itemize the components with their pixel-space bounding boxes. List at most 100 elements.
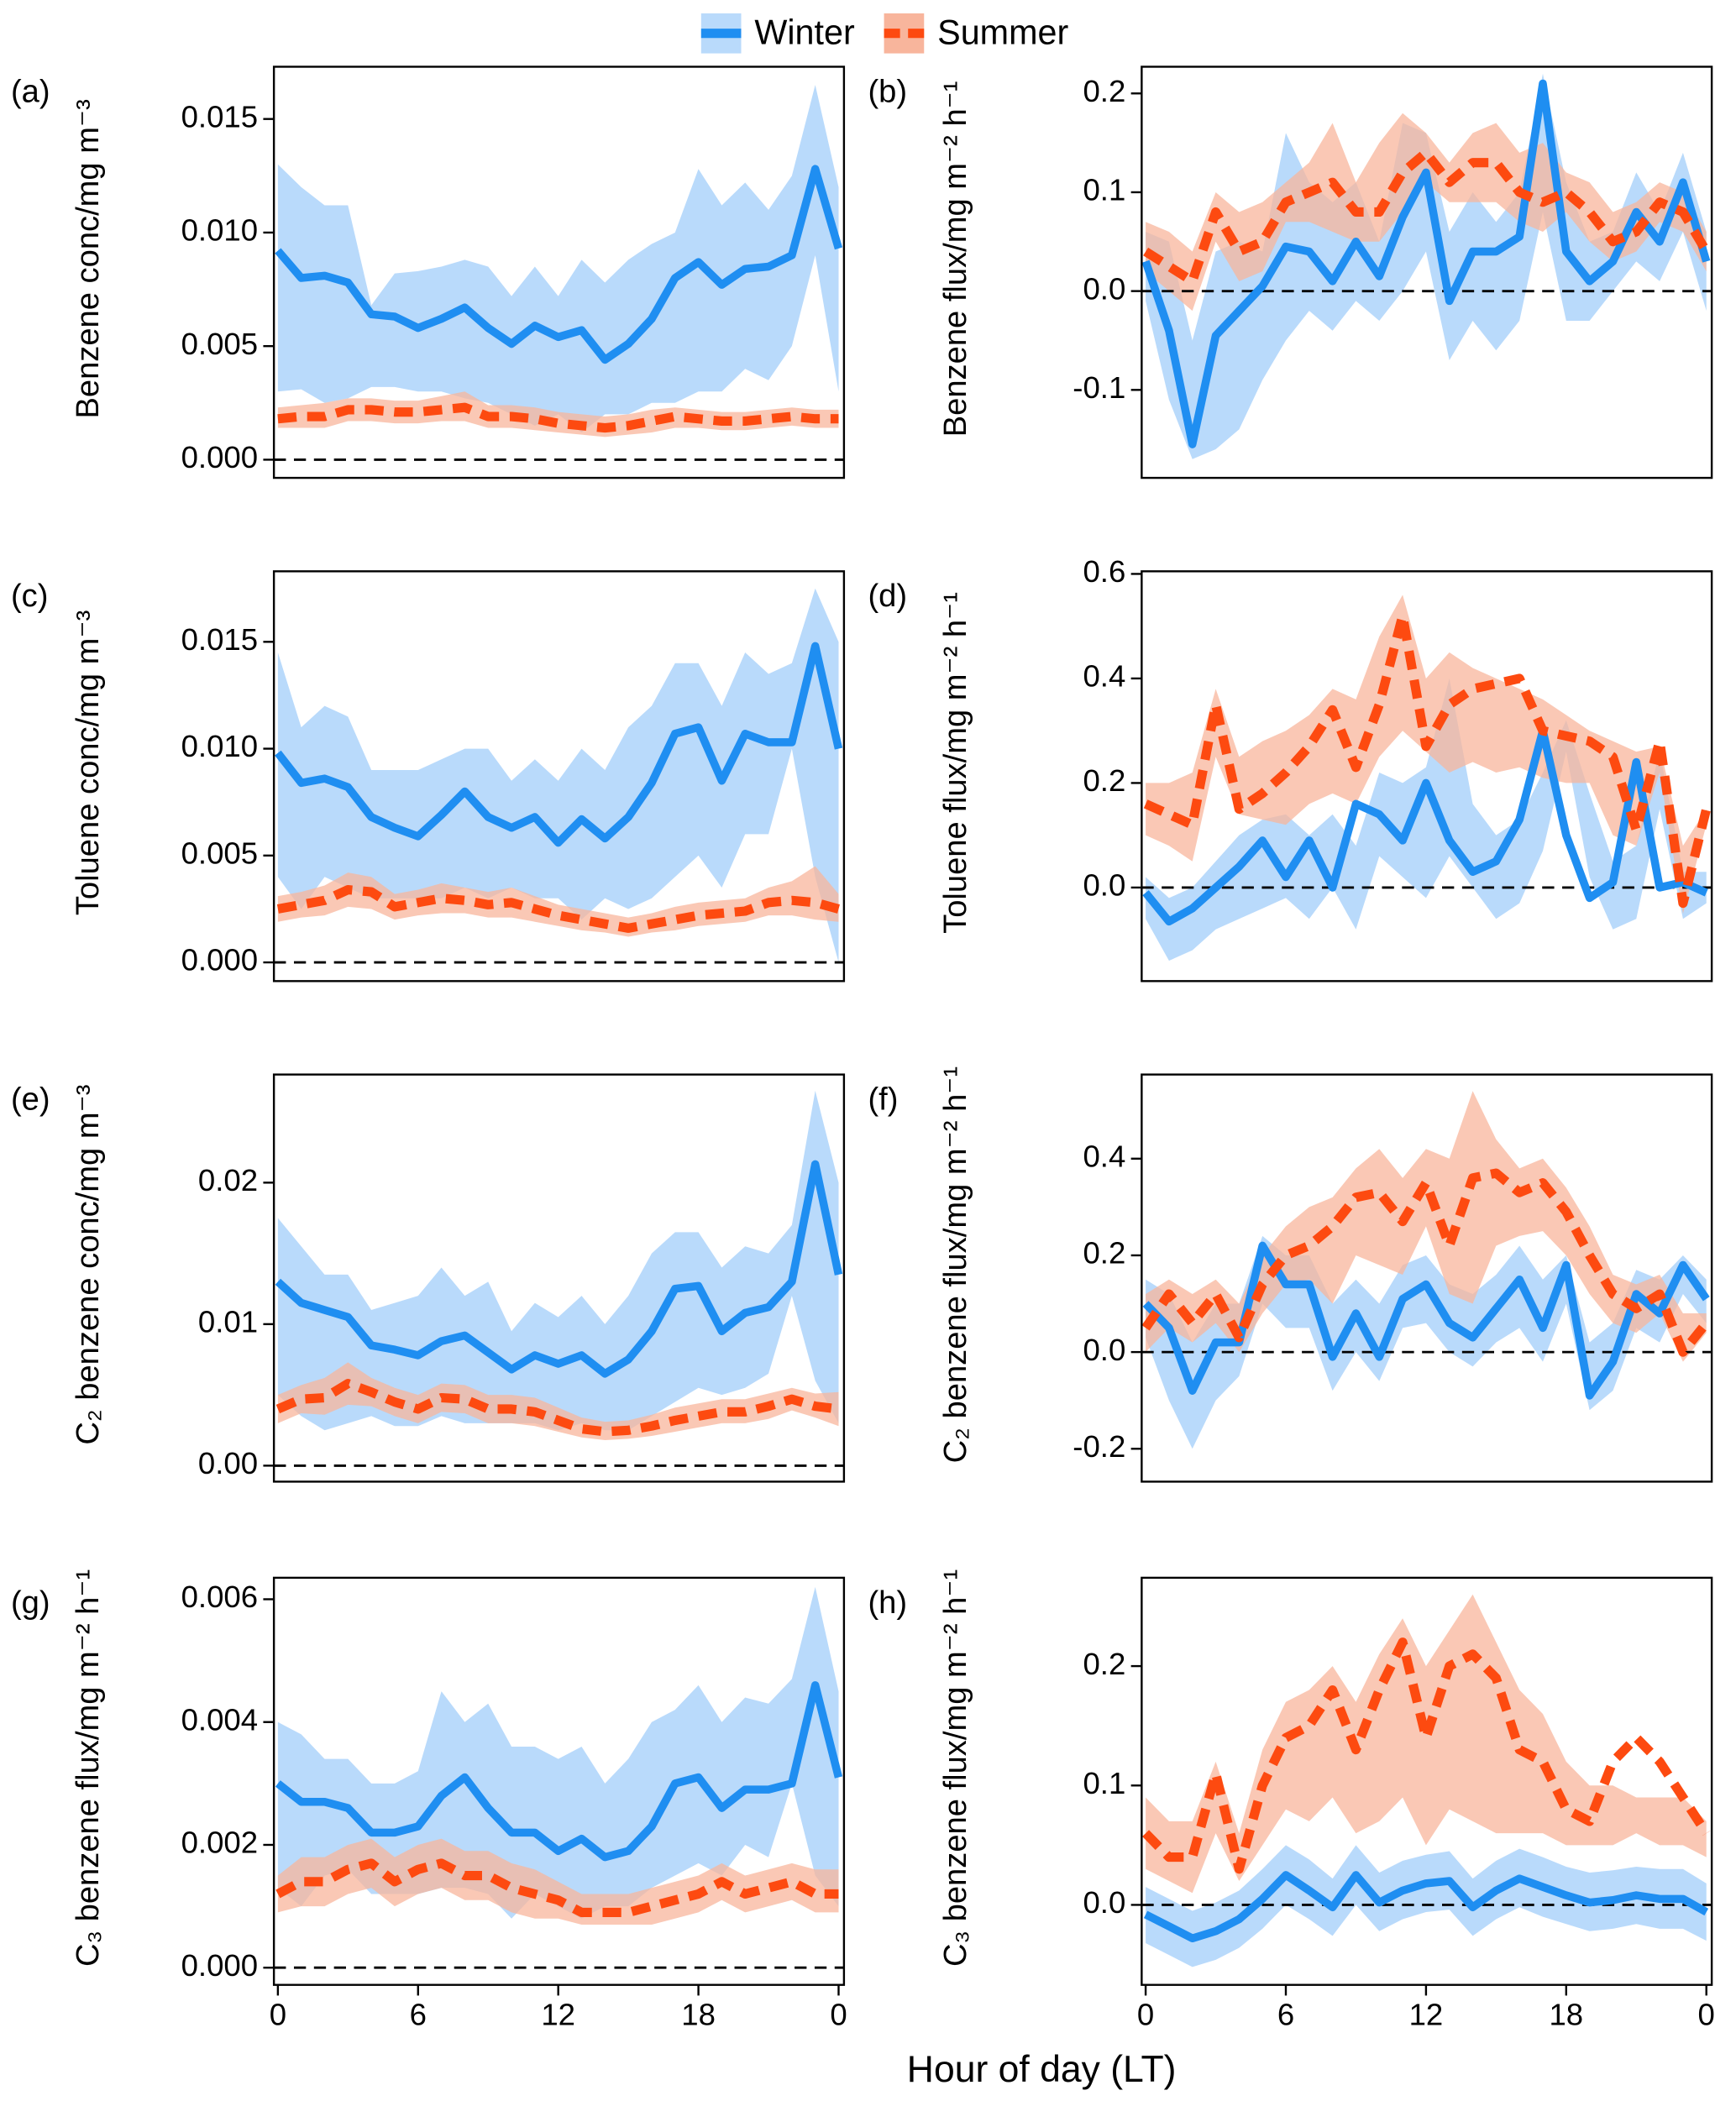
y-tick-label: 0.00 [198, 1446, 258, 1480]
y-axis-title: C₂ benzene conc/mg m⁻³ [70, 1085, 106, 1445]
panel: -0.1 0.0 0.1 0.2 (b) Benzene flux/mg m⁻² h⁻¹ [868, 65, 1713, 479]
y-axis-title: C₃ benzene flux/mg m⁻² h⁻¹ [70, 1569, 106, 1967]
y-tick-label: 0.1 [1083, 1766, 1125, 1800]
y-axis-title: C₂ benzene flux/mg m⁻² h⁻¹ [937, 1066, 973, 1463]
y-tick-label: 0.015 [181, 99, 258, 134]
panel-label: (h) [868, 1585, 908, 1621]
y-tick-label: 0.0 [1083, 1333, 1125, 1367]
series-line [1142, 1637, 1711, 1874]
range-band [277, 866, 839, 937]
y-tick-label: 0.010 [181, 729, 258, 763]
series-line [1142, 726, 1708, 926]
panel: 0.000 0.005 0.010 0.015 (c) Toluene conc/mg m… [11, 570, 846, 982]
panel-label: (c) [11, 578, 48, 614]
plot-frame [1141, 65, 1713, 479]
plot-frame [272, 1073, 846, 1483]
y-tick-label: 0.005 [181, 327, 258, 361]
panel-label: (a) [11, 73, 50, 109]
x-tick-label: 0 [830, 1998, 847, 2032]
plot-area [1141, 73, 1712, 459]
panel: -0.2 0.0 0.2 0.4 (f) C₂ benzene flux/mg m⁻² h… [868, 1066, 1713, 1483]
series-line [1142, 1241, 1710, 1400]
series-line [1141, 79, 1711, 448]
y-tick-label: 0.000 [181, 943, 258, 977]
y-tick-label: 0.02 [198, 1163, 258, 1197]
range-band [1146, 1235, 1707, 1449]
y-tick-label: 0.000 [181, 440, 258, 474]
range-band [1146, 1594, 1707, 1894]
series-line [1143, 610, 1712, 909]
series-line [275, 1681, 843, 1862]
plot-area [1141, 595, 1712, 961]
legend-label: Summer [937, 13, 1068, 51]
x-tick-label: 6 [410, 1998, 427, 2032]
y-tick-label: -0.1 [1073, 370, 1125, 405]
y-tick-label: 0.0 [1083, 868, 1125, 903]
y-tick-label: 0.0 [1083, 271, 1125, 306]
panel: 0.000 0.002 0.004 0.006 0 6 12 18 0 (g) C₃ benzene… [11, 1569, 847, 2032]
panel: 0.000 0.005 0.010 0.015 (a) Benzene conc/mg m… [11, 65, 846, 479]
panel: 0.0 0.2 0.4 0.6 (d) Toluene flux/mg m⁻² h⁻¹ [868, 554, 1713, 982]
y-tick-label: 0.1 [1083, 173, 1125, 207]
range-band [277, 1362, 839, 1441]
y-tick-label: 0.0 [1083, 1885, 1125, 1920]
y-tick-label: 0.2 [1083, 763, 1125, 798]
y-axis-title: Benzene conc/mg m⁻³ [70, 99, 106, 418]
range-band [1146, 73, 1707, 459]
range-band [277, 391, 839, 437]
y-axis-title: C₃ benzene flux/mg m⁻² h⁻¹ [937, 1569, 973, 1967]
series-line [1143, 148, 1711, 286]
plot-area [274, 85, 844, 461]
panel-label: (b) [868, 73, 908, 109]
panel-label: (f) [868, 1081, 899, 1117]
y-tick-label: 0.000 [181, 1948, 258, 1983]
plot-area [274, 1586, 844, 1969]
series-line [1143, 1871, 1709, 1943]
y-axis-title: Toluene conc/mg m⁻³ [70, 610, 106, 915]
plot-area [274, 1090, 844, 1467]
x-tick-label: 18 [1549, 1998, 1583, 2032]
x-tick-label: 0 [1137, 1998, 1154, 2032]
series-line [275, 1379, 840, 1437]
series-line [275, 1160, 843, 1378]
panel: 0.00 0.01 0.02 (e) C₂ benzene conc/mg m⁻³ [11, 1073, 846, 1483]
series-line [1141, 1168, 1711, 1357]
x-tick-label: 12 [1409, 1998, 1444, 2032]
legend-label: Winter [754, 13, 855, 51]
y-axis-title: Toluene flux/mg m⁻² h⁻¹ [937, 592, 973, 934]
y-axis-title: Benzene flux/mg m⁻² h⁻¹ [937, 81, 973, 437]
plot-frame [272, 65, 846, 479]
series-line [275, 165, 843, 364]
plot-frame [1141, 1073, 1713, 1483]
y-tick-label: 0.002 [181, 1826, 258, 1860]
plot-area [1141, 1594, 1712, 1967]
series-line [277, 402, 839, 433]
y-tick-label: 0.015 [181, 622, 258, 657]
plot-area [274, 588, 844, 964]
range-band [277, 588, 839, 963]
panel-label: (e) [11, 1081, 50, 1117]
y-tick-label: 0.006 [181, 1580, 258, 1614]
y-tick-label: -0.2 [1073, 1429, 1125, 1464]
y-tick-label: 0.2 [1083, 74, 1125, 108]
x-tick-label: 0 [1698, 1998, 1715, 2032]
x-axis-title: Hour of day (LT) [907, 2049, 1177, 2090]
series-line [276, 884, 840, 933]
y-tick-label: 0.2 [1083, 1647, 1125, 1681]
plot-frame [1141, 570, 1713, 982]
x-tick-label: 12 [541, 1998, 575, 2032]
series-line [275, 1858, 839, 1917]
y-tick-label: 0.4 [1083, 659, 1125, 694]
x-tick-label: 18 [681, 1998, 716, 2032]
y-tick-label: 0.004 [181, 1702, 258, 1737]
series-line [275, 642, 843, 847]
y-tick-label: 0.4 [1083, 1139, 1125, 1173]
plot-area [1141, 1091, 1712, 1449]
y-tick-label: 0.2 [1083, 1236, 1125, 1271]
panel: 0.0 0.1 0.2 0 6 12 18 0 (h) C₃ benzene flux/mg m⁻… [868, 1569, 1715, 2032]
range-band [1146, 595, 1707, 914]
plot-frame [272, 570, 846, 982]
range-band [277, 85, 839, 432]
